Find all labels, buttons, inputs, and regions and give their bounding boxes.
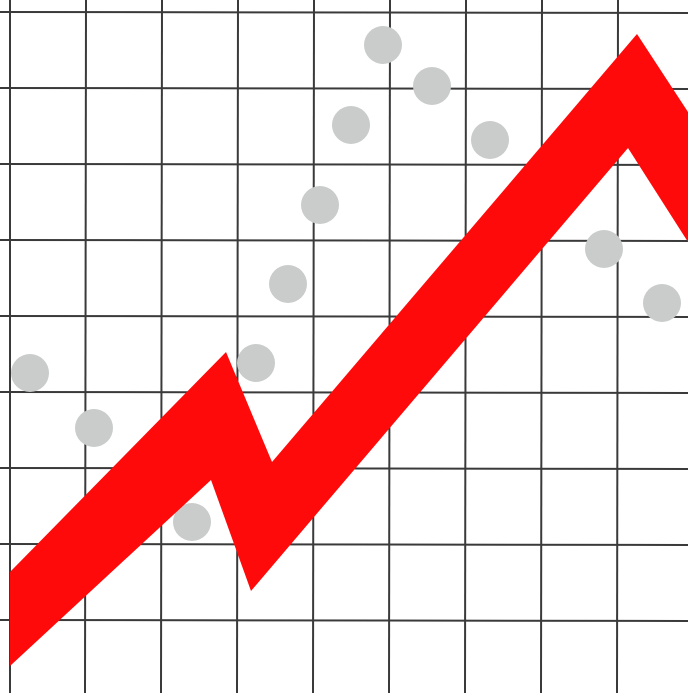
illustration xyxy=(0,0,688,693)
grid-line xyxy=(541,0,542,693)
dot xyxy=(413,67,451,105)
dot xyxy=(585,230,623,268)
dot xyxy=(471,121,509,159)
dot xyxy=(364,26,402,64)
grid-line xyxy=(0,240,688,241)
dot xyxy=(332,106,370,144)
grid-line xyxy=(0,12,688,13)
dot xyxy=(237,344,275,382)
dot xyxy=(269,265,307,303)
grid-line xyxy=(0,316,688,317)
grid-line xyxy=(237,0,238,693)
dot xyxy=(301,186,339,224)
grid-line xyxy=(0,620,688,621)
grid-line xyxy=(161,0,162,693)
dot xyxy=(11,354,49,392)
page xyxy=(0,0,688,693)
dot xyxy=(643,284,681,322)
dot xyxy=(75,409,113,447)
grid-line xyxy=(0,88,688,89)
grid-line xyxy=(465,0,466,693)
grid-line xyxy=(313,0,314,693)
